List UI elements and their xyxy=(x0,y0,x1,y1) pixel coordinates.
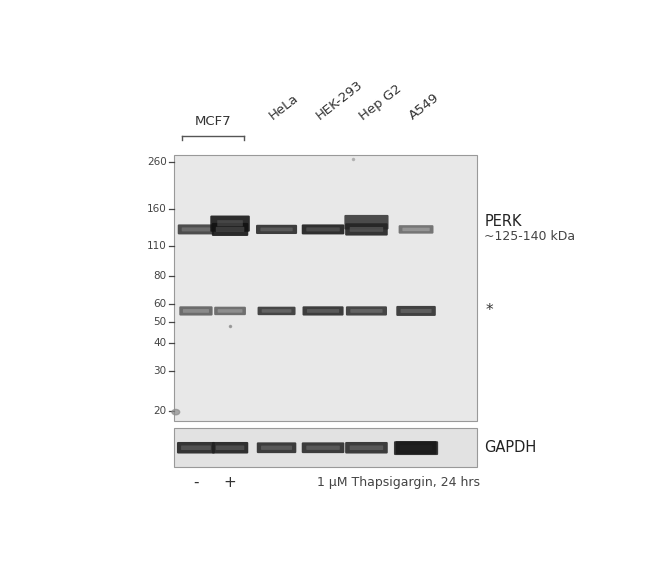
Text: 80: 80 xyxy=(153,271,166,281)
FancyBboxPatch shape xyxy=(344,215,389,230)
FancyBboxPatch shape xyxy=(261,446,292,450)
FancyBboxPatch shape xyxy=(346,306,387,316)
FancyBboxPatch shape xyxy=(211,215,250,232)
FancyBboxPatch shape xyxy=(257,306,296,315)
FancyBboxPatch shape xyxy=(257,443,296,453)
Text: PERK: PERK xyxy=(484,214,522,229)
Text: 1 μM Thapsigargin, 24 hrs: 1 μM Thapsigargin, 24 hrs xyxy=(317,476,480,489)
Text: 110: 110 xyxy=(147,241,166,251)
FancyBboxPatch shape xyxy=(302,443,344,453)
FancyBboxPatch shape xyxy=(181,446,211,450)
FancyBboxPatch shape xyxy=(395,441,437,454)
FancyBboxPatch shape xyxy=(400,445,432,450)
Bar xyxy=(174,429,476,467)
Bar xyxy=(174,155,476,421)
FancyBboxPatch shape xyxy=(350,227,384,232)
Text: 20: 20 xyxy=(153,406,166,416)
Text: HeLa: HeLa xyxy=(267,92,302,123)
FancyBboxPatch shape xyxy=(182,227,210,231)
FancyBboxPatch shape xyxy=(216,446,244,450)
Ellipse shape xyxy=(172,410,179,415)
FancyBboxPatch shape xyxy=(306,227,340,231)
FancyBboxPatch shape xyxy=(177,442,215,454)
FancyBboxPatch shape xyxy=(350,309,383,313)
FancyBboxPatch shape xyxy=(177,224,214,234)
Text: ~125-140 kDa: ~125-140 kDa xyxy=(484,230,575,243)
Text: MCF7: MCF7 xyxy=(195,115,231,128)
Text: *: * xyxy=(486,303,493,318)
FancyBboxPatch shape xyxy=(302,224,344,234)
FancyBboxPatch shape xyxy=(183,309,209,313)
Text: 30: 30 xyxy=(153,366,166,376)
FancyBboxPatch shape xyxy=(302,306,344,316)
Text: 260: 260 xyxy=(147,157,166,167)
Text: HEK-293: HEK-293 xyxy=(313,79,365,123)
Text: -: - xyxy=(193,475,199,490)
FancyBboxPatch shape xyxy=(217,220,243,227)
FancyBboxPatch shape xyxy=(214,306,246,315)
Text: 160: 160 xyxy=(147,204,166,214)
FancyBboxPatch shape xyxy=(396,306,436,316)
FancyBboxPatch shape xyxy=(216,227,244,232)
Text: 50: 50 xyxy=(153,317,166,327)
FancyBboxPatch shape xyxy=(218,309,242,313)
FancyBboxPatch shape xyxy=(212,223,248,236)
Text: GAPDH: GAPDH xyxy=(484,440,536,456)
FancyBboxPatch shape xyxy=(350,446,384,450)
FancyBboxPatch shape xyxy=(179,306,213,316)
Text: 40: 40 xyxy=(153,339,166,349)
FancyBboxPatch shape xyxy=(402,228,430,231)
FancyBboxPatch shape xyxy=(212,442,248,454)
FancyBboxPatch shape xyxy=(400,309,432,313)
FancyBboxPatch shape xyxy=(306,446,340,450)
FancyBboxPatch shape xyxy=(262,309,291,313)
FancyBboxPatch shape xyxy=(345,223,388,235)
Text: Hep G2: Hep G2 xyxy=(357,82,404,123)
Text: +: + xyxy=(224,475,237,490)
Text: A549: A549 xyxy=(406,92,441,123)
FancyBboxPatch shape xyxy=(345,442,388,454)
FancyBboxPatch shape xyxy=(256,225,297,234)
FancyBboxPatch shape xyxy=(307,309,339,313)
FancyBboxPatch shape xyxy=(261,228,292,231)
FancyBboxPatch shape xyxy=(394,441,438,455)
Text: 60: 60 xyxy=(153,299,166,309)
FancyBboxPatch shape xyxy=(398,225,434,234)
